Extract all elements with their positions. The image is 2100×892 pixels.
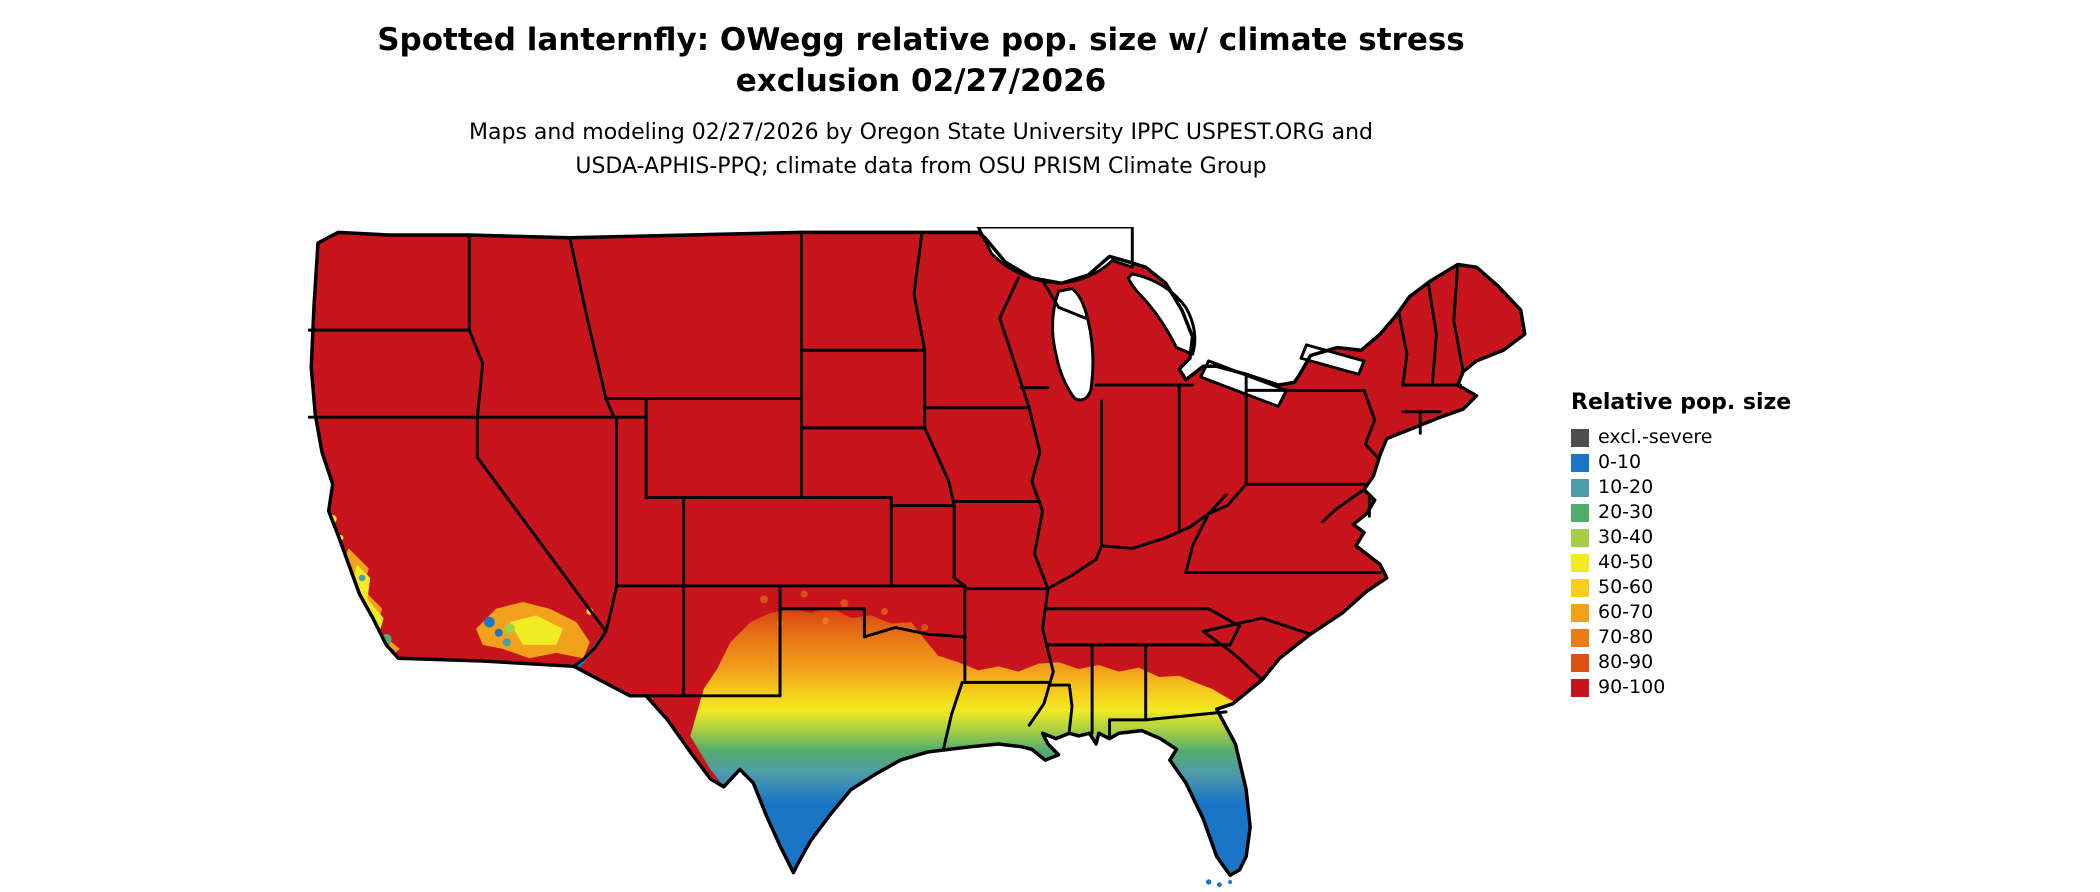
legend-label: excl.-severe — [1598, 426, 1713, 448]
legend-swatch — [1571, 678, 1589, 697]
page-subtitle-line2: USDA-APHIS-PPQ; climate data from OSU PR… — [575, 154, 1267, 179]
legend-label: 70-80 — [1598, 626, 1654, 648]
page-subtitle-line1: Maps and modeling 02/27/2026 by Oregon S… — [469, 120, 1373, 145]
legend-label: 30-40 — [1598, 526, 1654, 548]
legend-item: 50-60 — [1571, 575, 1811, 600]
legend-label: 80-90 — [1598, 651, 1654, 673]
legend-item: 60-70 — [1571, 600, 1811, 625]
legend-label: 20-30 — [1598, 501, 1654, 523]
legend-swatch — [1571, 653, 1589, 672]
legend-title: Relative pop. size — [1571, 390, 1792, 415]
state-borders — [308, 230, 1465, 751]
legend-swatch — [1571, 603, 1589, 622]
legend-item: 20-30 — [1571, 500, 1811, 525]
us-map-svg — [308, 227, 1527, 888]
us-map — [308, 227, 1528, 890]
page-subtitle: Maps and modeling 02/27/2026 by Oregon S… — [0, 116, 1842, 184]
arizona-hotspot — [476, 602, 605, 671]
legend-swatch — [1571, 453, 1589, 472]
legend-label: 90-100 — [1598, 676, 1666, 698]
page-title: Spotted lanternfly: OWegg relative pop. … — [0, 20, 1842, 102]
legend-swatch — [1571, 478, 1589, 497]
legend-swatch — [1571, 578, 1589, 597]
legend-swatch — [1571, 503, 1589, 522]
legend-label: 60-70 — [1598, 601, 1654, 623]
legend-swatch — [1571, 553, 1589, 572]
florida-keys — [1205, 879, 1233, 888]
legend-item: 10-20 — [1571, 475, 1811, 500]
legend-label: 40-50 — [1598, 551, 1654, 573]
legend-item: 30-40 — [1571, 525, 1811, 550]
legend-swatch — [1571, 628, 1589, 647]
legend-item: 70-80 — [1571, 625, 1811, 650]
legend-item: 0-10 — [1571, 450, 1811, 475]
legend-label: 10-20 — [1598, 476, 1654, 498]
legend-item: 90-100 — [1571, 675, 1811, 700]
legend: Relative pop. size excl.-severe 0-10 10-… — [1571, 390, 1811, 700]
legend-label: 50-60 — [1598, 576, 1654, 598]
legend-swatch — [1571, 428, 1589, 447]
us-base-fill — [311, 232, 1525, 876]
page-title-line1: Spotted lanternfly: OWegg relative pop. … — [377, 22, 1465, 58]
legend-item: excl.-severe — [1571, 425, 1811, 450]
legend-item: 80-90 — [1571, 650, 1811, 675]
page-title-line2: exclusion 02/27/2026 — [735, 63, 1107, 99]
legend-swatch — [1571, 528, 1589, 547]
header: Spotted lanternfly: OWegg relative pop. … — [0, 20, 1842, 184]
legend-label: 0-10 — [1598, 451, 1642, 473]
legend-item: 40-50 — [1571, 550, 1811, 575]
